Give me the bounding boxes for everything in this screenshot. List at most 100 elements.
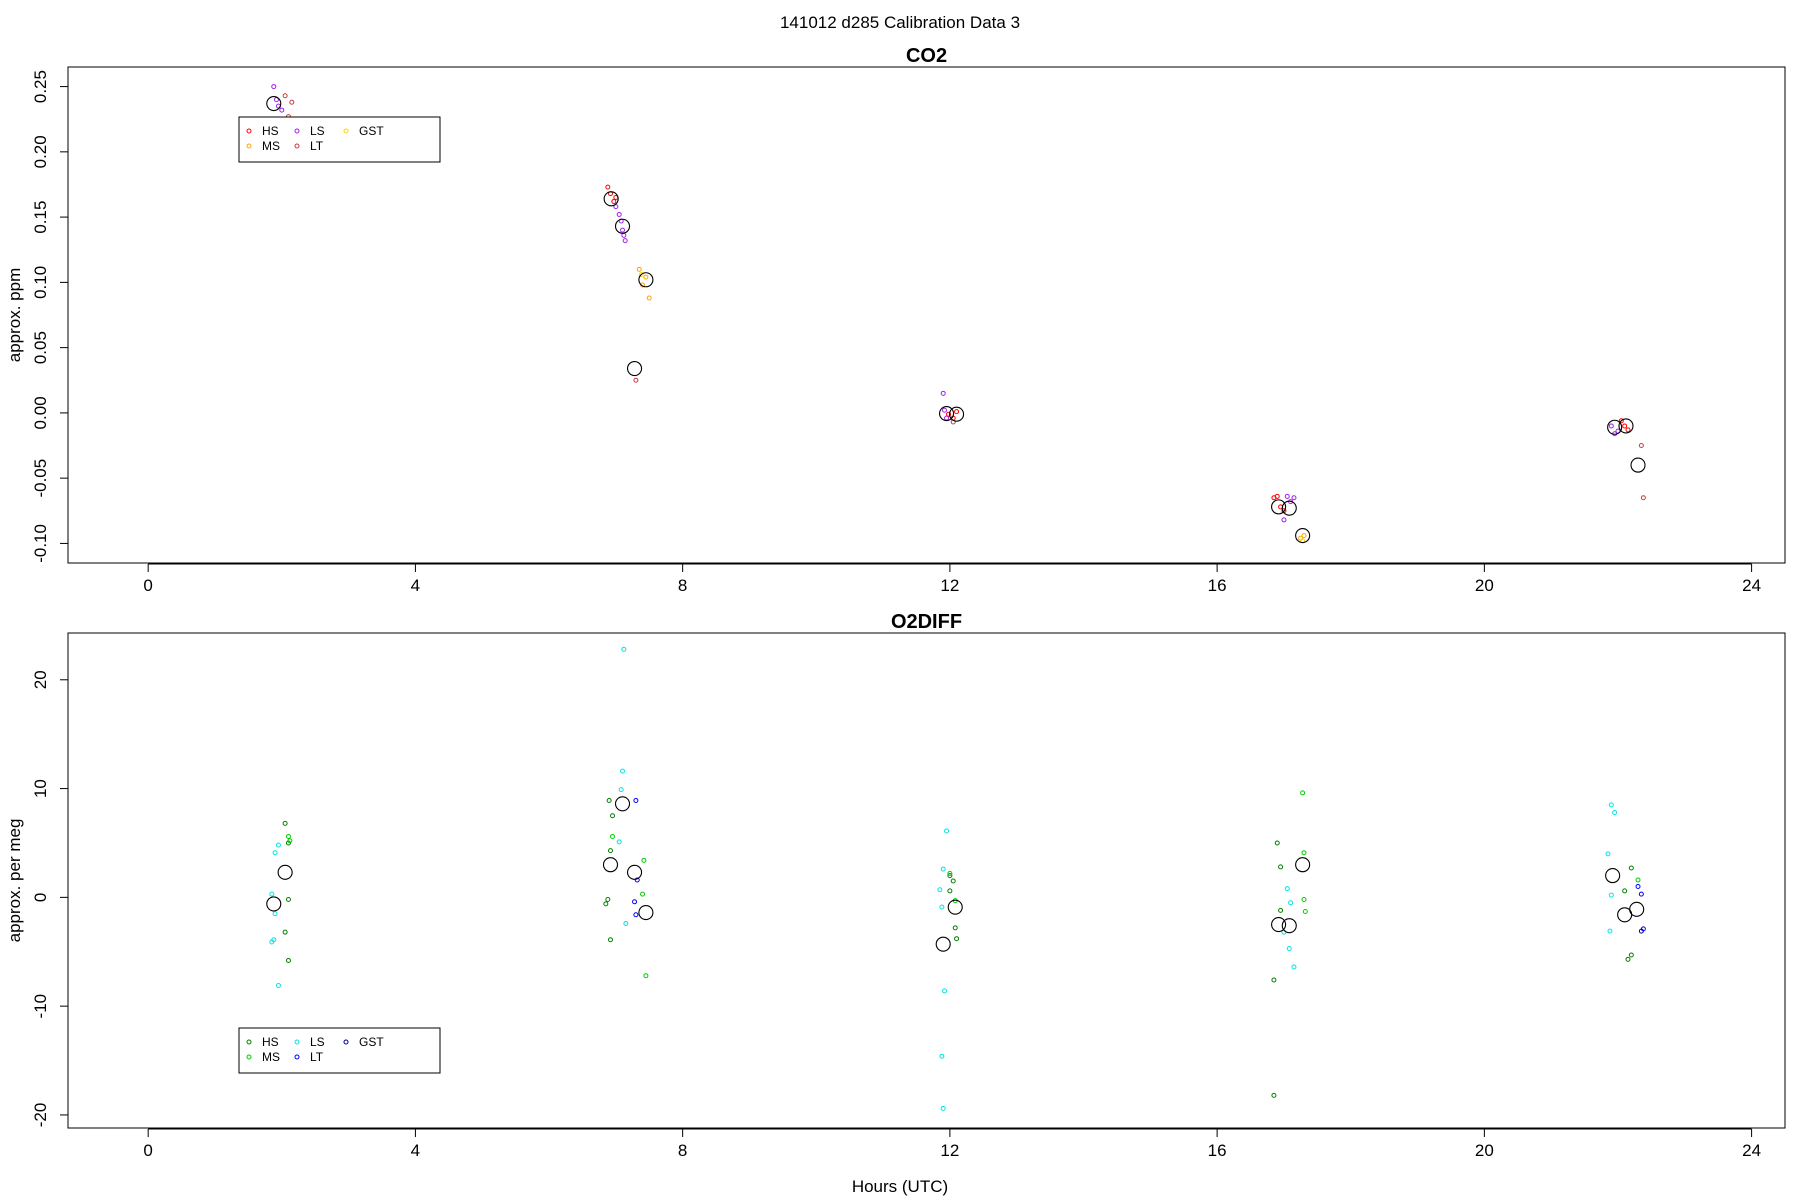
co2-legend-marker — [246, 128, 252, 134]
o2diff-series-hs — [282, 798, 1634, 1098]
o2diff-data-point — [1274, 840, 1280, 846]
co2-data-point — [633, 377, 639, 383]
co2-data-point — [282, 93, 288, 99]
o2diff-data-point — [1628, 952, 1634, 958]
co2-data-point — [944, 415, 950, 421]
co2-x-tick-label: 12 — [940, 576, 959, 595]
co2-legend-box — [238, 116, 441, 163]
o2diff-data-point — [950, 878, 956, 884]
co2-mean-marker — [1295, 528, 1311, 544]
co2-series-mean — [266, 95, 1646, 544]
o2diff-legend-marker — [294, 1039, 300, 1045]
co2-data-point — [1608, 423, 1614, 429]
o2diff-data-point — [269, 891, 275, 897]
co2-data-point — [940, 390, 946, 396]
co2-mean-marker — [266, 95, 282, 112]
o2diff-y-tick-label: 20 — [31, 670, 50, 689]
co2-data-point — [1640, 495, 1646, 501]
co2-x-tick-label: 20 — [1475, 576, 1494, 595]
co2-y-tick-label: 0.20 — [31, 135, 50, 168]
o2diff-data-point — [947, 873, 953, 879]
co2-x-tick-label: 16 — [1208, 576, 1227, 595]
o2diff-legend-label: LT — [310, 1050, 324, 1064]
co2-legend-marker — [294, 143, 300, 149]
co2-series-hs — [605, 184, 1631, 514]
o2diff-legend-marker — [246, 1054, 252, 1060]
co2-data-point — [636, 266, 642, 272]
o2diff-data-point — [1278, 907, 1284, 913]
o2diff-data-point — [272, 850, 278, 856]
co2-x-tick-label: 8 — [678, 576, 687, 595]
o2diff-legend-label: GST — [359, 1035, 384, 1049]
o2diff-data-point — [1286, 945, 1292, 951]
o2diff-data-point — [947, 870, 953, 876]
co2-y-tick-label: 0.00 — [31, 396, 50, 429]
o2diff-data-point — [1635, 883, 1641, 889]
o2diff-x-tick-label: 20 — [1475, 1141, 1494, 1160]
o2diff-mean-marker — [626, 864, 643, 880]
o2diff-y-tick-label: 10 — [31, 779, 50, 798]
o2diff-data-point — [634, 877, 640, 883]
o2diff-legend-marker — [246, 1039, 252, 1045]
co2-y-axis-label: approx. ppm — [5, 268, 24, 363]
o2diff-data-point — [285, 957, 291, 963]
co2-mean-marker — [603, 191, 619, 207]
co2-data-point — [643, 274, 649, 280]
co2-legend-label: GST — [359, 124, 384, 138]
o2diff-data-point — [1301, 897, 1307, 903]
co2-legend-marker — [294, 128, 300, 134]
o2diff-legend-label: HS — [262, 1035, 279, 1049]
o2diff-data-point — [641, 857, 647, 863]
o2diff-data-point — [1301, 850, 1307, 856]
x-axis-label: Hours (UTC) — [852, 1177, 948, 1196]
o2diff-x-tick-label: 16 — [1208, 1141, 1227, 1160]
o2diff-legend-marker — [343, 1039, 349, 1045]
o2diff-data-point — [607, 937, 613, 943]
co2-x-tick-label: 0 — [143, 576, 152, 595]
co2-data-point — [289, 99, 295, 105]
o2diff-data-point — [607, 848, 613, 854]
o2diff-mean-marker — [277, 864, 293, 880]
co2-panel: CO2 0 4 8 12 16 20 24 -0.10 -0.05 0.00 0.05 0.10 0.15… — [5, 45, 1786, 595]
o2diff-mean-marker — [1281, 918, 1297, 934]
co2-data-point — [1638, 443, 1644, 449]
o2diff-data-point — [275, 982, 281, 988]
co2-data-point — [620, 227, 626, 233]
o2diff-y-axis-label: approx. per meg — [5, 819, 24, 943]
o2diff-panel: O2DIFF 0 4 8 12 16 20 24 -20 -10 0 10 20 approx. per … — [5, 611, 1786, 1160]
page-title: 141012 d285 Calibration Data 3 — [780, 13, 1020, 32]
o2diff-mean-marker — [1295, 857, 1311, 873]
o2diff-x-tick-label: 24 — [1742, 1141, 1761, 1160]
o2diff-series-mean — [266, 796, 1645, 952]
o2diff-data-point — [605, 897, 611, 903]
o2diff-y-tick-label: -10 — [31, 994, 50, 1019]
co2-series-ms — [636, 266, 1307, 541]
co2-data-point — [611, 198, 617, 204]
o2diff-data-point — [1278, 864, 1284, 870]
o2diff-data-point — [285, 897, 291, 903]
o2diff-data-point — [937, 887, 943, 893]
co2-series-lt — [282, 93, 1646, 501]
co2-data-point — [1284, 493, 1290, 499]
co2-y-tick-label: -0.05 — [31, 459, 50, 498]
co2-mean-marker — [949, 406, 965, 422]
o2diff-data-point — [1625, 956, 1631, 962]
o2diff-data-point — [633, 798, 639, 804]
co2-data-point — [1291, 495, 1297, 501]
o2diff-data-point — [282, 820, 288, 826]
o2diff-mean-marker — [1271, 917, 1287, 933]
o2diff-title: O2DIFF — [891, 611, 962, 633]
co2-mean-marker — [1630, 457, 1646, 473]
o2diff-data-point — [623, 920, 629, 926]
co2-data-point — [946, 411, 952, 417]
o2diff-mean-marker — [1629, 901, 1645, 917]
o2diff-data-point — [620, 768, 626, 774]
o2diff-legend-label: MS — [262, 1050, 280, 1064]
co2-data-point — [279, 107, 285, 113]
o2diff-data-point — [1608, 892, 1614, 898]
co2-y-tick-label: 0.25 — [31, 70, 50, 103]
o2diff-data-point — [643, 973, 649, 979]
o2diff-data-point — [609, 813, 615, 819]
